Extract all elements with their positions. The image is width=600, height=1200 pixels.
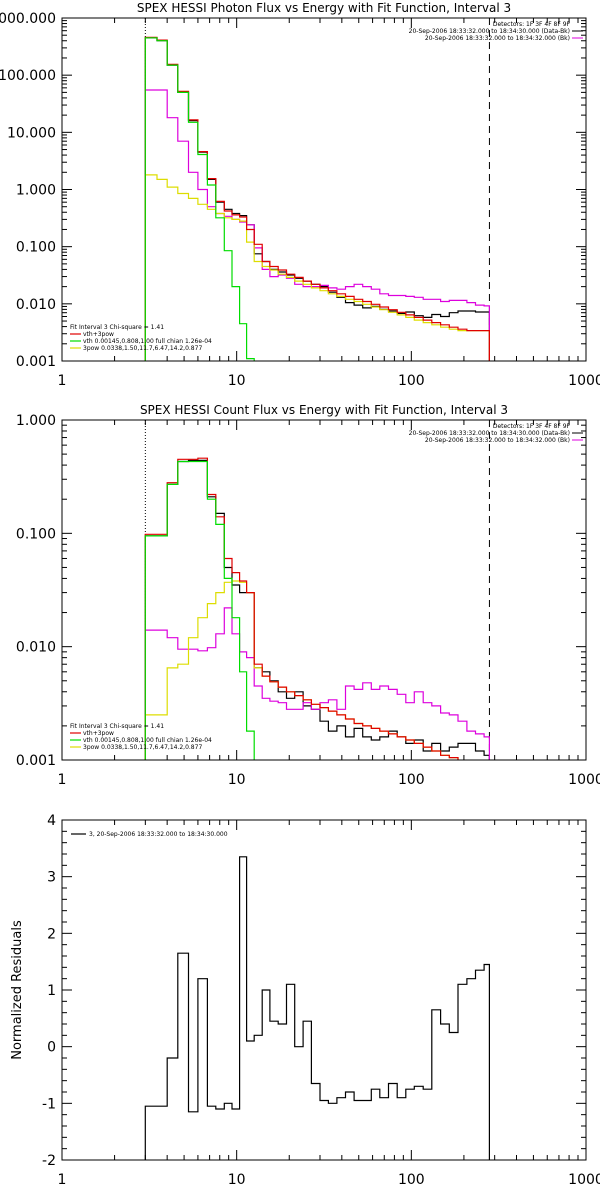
series-layer <box>144 36 490 361</box>
series-data <box>144 459 490 760</box>
y-tick-label: 1.000 <box>16 183 56 199</box>
y-tick-label: -1 <box>42 1096 56 1112</box>
x-tick-label: 1000 <box>568 373 600 389</box>
y-tick-label: 1 <box>47 983 56 999</box>
x-tick-label: 10 <box>228 373 246 389</box>
y-tick-label: -2 <box>42 1153 56 1169</box>
y-tick-label: 0.001 <box>16 354 56 370</box>
y-tick-label: 1000.000 <box>0 11 56 27</box>
series-layer <box>144 856 490 1160</box>
legend-entry: 3pow 0.0338,1.50,11.7,6.47,14.2,0.877 <box>83 744 202 751</box>
series-layer <box>144 457 490 760</box>
x-tick-label: 1000 <box>568 772 600 788</box>
y-tick-label: 2 <box>47 926 56 942</box>
plot-frame <box>61 419 587 761</box>
series-residuals <box>144 856 490 1160</box>
panel-3: Normalized Residuals 1 10 100 1000 -2 -1 0 1 2 3 4 3… <box>10 813 600 1188</box>
series-data <box>144 37 490 361</box>
x-tick-label: 1 <box>58 772 67 788</box>
chart-title: SPEX HESSI Count Flux vs Energy with Fit… <box>140 403 508 417</box>
x-tick-label: 10 <box>228 1172 246 1188</box>
info-line: 20-Sep-2006 18:33:32.000 to 18:34:32.000… <box>425 35 570 42</box>
series-background <box>144 607 490 760</box>
legend-header: Fit Interval 3 Chi-square = 1.41 <box>70 723 164 730</box>
info-line: 20-Sep-2006 18:33:32.000 to 18:34:30.000… <box>409 430 570 437</box>
x-tick-label: 100 <box>398 1172 425 1188</box>
chart-title: SPEX HESSI Photon Flux vs Energy with Fi… <box>137 1 511 15</box>
x-tick-label: 100 <box>398 772 425 788</box>
legend-header: Fit Interval 3 Chi-square = 1.41 <box>70 324 164 331</box>
info-line: Detectors: 1F 3F 4F 8F 9F <box>493 21 571 28</box>
x-tick-label: 100 <box>398 373 425 389</box>
info-line: Detectors: 1F 3F 4F 8F 9F <box>493 423 571 430</box>
series-vth-3pow <box>144 36 490 361</box>
y-tick-label: 4 <box>47 813 56 829</box>
x-tick-label: 1 <box>58 373 67 389</box>
info-line: 20-Sep-2006 18:33:32.000 to 18:34:32.000… <box>425 437 570 444</box>
series-vth-3pow <box>144 457 459 760</box>
y-tick-label: 0.010 <box>16 640 56 656</box>
legend-entry: vth+3pow <box>83 730 114 737</box>
plot-frame <box>61 17 587 362</box>
legend-entry: 3, 20-Sep-2006 18:33:32.000 to 18:34:30.… <box>89 831 228 838</box>
y-tick-label: 0.010 <box>16 297 56 313</box>
y-tick-label: 3 <box>47 870 56 886</box>
plot-frame <box>61 819 587 1161</box>
series-3pow <box>144 580 459 760</box>
x-tick-label: 1000 <box>568 1172 600 1188</box>
legend-entry: vth 0.00145,0.808,1.00 full chian 1.26e-… <box>83 737 212 744</box>
legend-entry: vth 0.00145,0.808,1.00 full chian 1.26e-… <box>83 338 212 345</box>
x-tick-label: 1 <box>58 1172 67 1188</box>
x-tick-label: 10 <box>228 772 246 788</box>
y-tick-label: 0 <box>47 1040 56 1056</box>
y-tick-label: 1.000 <box>16 413 56 429</box>
legend-entry: vth+3pow <box>83 331 114 338</box>
series-vth <box>144 460 255 760</box>
info-line: 20-Sep-2006 18:33:32.000 to 18:34:30.000… <box>409 28 570 35</box>
series-3pow <box>144 174 490 361</box>
series-vth <box>144 37 255 361</box>
y-tick-label: 0.001 <box>16 753 56 769</box>
y-tick-label: 10.000 <box>7 125 56 141</box>
y-tick-label: 100.000 <box>0 68 56 84</box>
panel-2: SPEX HESSI Count Flux vs Energy with Fit… <box>16 403 600 788</box>
y-axis-label: Normalized Residuals <box>10 920 25 1060</box>
y-tick-label: 0.100 <box>16 526 56 542</box>
y-tick-label: 0.100 <box>16 240 56 256</box>
legend-entry: 3pow 0.0338,1.50,11.7,6.47,14.2,0.877 <box>83 345 202 352</box>
panel-1: SPEX HESSI Photon Flux vs Energy with Fi… <box>0 1 600 389</box>
